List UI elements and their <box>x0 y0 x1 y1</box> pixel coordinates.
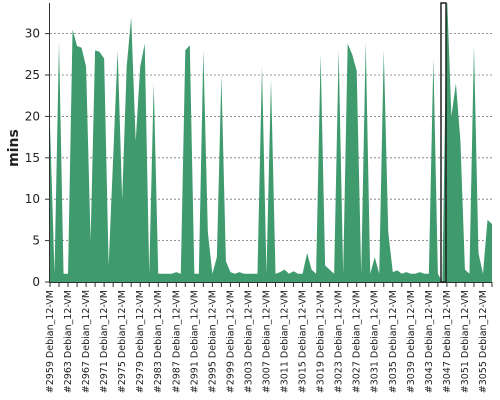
y-axis-label: mins <box>6 129 22 167</box>
x-tick-label: #2959 Debian_12-VM <box>45 290 56 393</box>
x-tick-label: #3003 Debian_12-VM <box>243 290 254 393</box>
x-tick-label: #3027 Debian_12-VM <box>352 290 363 393</box>
area <box>50 3 492 282</box>
selection <box>440 2 447 283</box>
x-tick-label: #3043 Debian_12-VM <box>424 290 435 393</box>
x-tick-label: #2975 Debian_12-VM <box>117 290 128 393</box>
y-tick-label: 25 <box>25 68 40 82</box>
x-tick-label: #3035 Debian_12-VM <box>388 290 399 393</box>
x-tick-label: #3051 Debian_12-VM <box>460 290 471 393</box>
x-tick-label: #3023 Debian_12-VM <box>334 290 345 393</box>
y-tick-label: 0 <box>32 275 40 289</box>
x-tick-label: #3039 Debian_12-VM <box>406 290 417 393</box>
x-tick-label: #2963 Debian_12-VM <box>63 290 74 393</box>
x-tick-label: #2967 Debian_12-VM <box>81 290 92 393</box>
x-tick-label: #2987 Debian_12-VM <box>171 290 182 393</box>
x-tick-label: #2979 Debian_12-VM <box>135 290 146 393</box>
x-tick-label: #2983 Debian_12-VM <box>153 290 164 393</box>
y-tick-label: 20 <box>25 109 40 123</box>
x-tick-label: #3007 Debian_12-VM <box>261 290 272 393</box>
x-tick-label: #3015 Debian_12-VM <box>298 290 309 393</box>
x-tick-label: #2971 Debian_12-VM <box>99 290 110 393</box>
y-tick-label: 30 <box>25 27 40 41</box>
x-tick-label: #2991 Debian_12-VM <box>189 290 200 393</box>
x-tick-label: #3019 Debian_12-VM <box>316 290 327 393</box>
x-tick-label: #3031 Debian_12-VM <box>370 290 381 393</box>
y-tick-label: 5 <box>32 234 40 248</box>
y-tick-label: 10 <box>25 192 40 206</box>
x-tick-label: #2999 Debian_12-VM <box>225 290 236 393</box>
x-tick-label: #2995 Debian_12-VM <box>207 290 218 393</box>
y-tick-label: 15 <box>25 151 40 165</box>
x-tick-label: #3011 Debian_12-VM <box>280 290 291 393</box>
x-tick-label: #3055 Debian_12-VM <box>478 290 489 393</box>
x-tick-label: #3047 Debian_12-VM <box>442 290 453 393</box>
